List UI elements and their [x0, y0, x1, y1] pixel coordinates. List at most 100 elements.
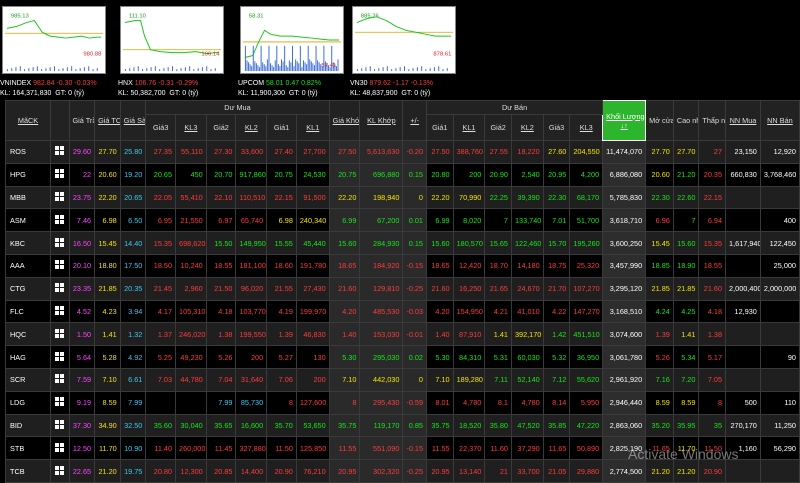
- symbol-cell[interactable]: TCB: [4, 459, 52, 483]
- symbol-cell[interactable]: ASM: [4, 208, 52, 233]
- index-high-label: 58.31: [249, 14, 264, 20]
- symbol-cell[interactable]: STB: [4, 436, 52, 461]
- col-khoi-luong[interactable]: Khối Lượng ↓↑: [602, 100, 647, 141]
- col-buy-kl2[interactable]: KL2: [235, 114, 268, 141]
- symbol-cell[interactable]: FLC: [4, 299, 52, 324]
- index-chart[interactable]: 58.31 57.41: [240, 6, 344, 74]
- table-row[interactable]: LDG 9.19 8.59 7.99 7.99 85,730 8 127,600 8 295,43…: [4, 390, 800, 415]
- col-kl-khop[interactable]: KL Khớp: [359, 100, 404, 141]
- cell-b1: 22.15: [266, 185, 297, 210]
- symbol-cell[interactable]: CTG: [4, 276, 52, 301]
- cell-kl: 198,940: [359, 185, 404, 210]
- index-chart[interactable]: 885.26 878.61: [352, 6, 456, 74]
- cell-b1: 20.75: [266, 162, 297, 187]
- cell-s2: 11.60: [484, 436, 512, 461]
- grid-icon[interactable]: [50, 208, 70, 233]
- col-tc[interactable]: Giá TC: [94, 100, 121, 141]
- symbol-cell[interactable]: LDG: [4, 390, 52, 415]
- grid-icon[interactable]: [50, 413, 70, 438]
- grid-icon[interactable]: [50, 276, 70, 301]
- symbol-cell[interactable]: KBC: [4, 231, 52, 255]
- grid-icon[interactable]: [50, 459, 70, 483]
- grid-icon[interactable]: [50, 345, 70, 369]
- grid-icon[interactable]: [50, 253, 70, 278]
- cell-nnm: 12,930: [725, 299, 761, 324]
- symbol-cell[interactable]: HAG: [4, 345, 52, 369]
- symbol-cell[interactable]: HPG: [4, 162, 52, 187]
- col-mo-cua[interactable]: Mở cửa: [645, 100, 674, 141]
- grid-icon[interactable]: [50, 231, 70, 255]
- grid-icon[interactable]: [50, 390, 70, 415]
- grid-icon[interactable]: [50, 436, 70, 461]
- table-row[interactable]: STB 12.50 11.70 10.90 11.40 260,000 11.45 327,8…: [4, 436, 800, 461]
- table-row[interactable]: ROS 29.60 27.70 25.80 27.35 55,110 27.30 33,600…: [4, 140, 800, 164]
- index-chart[interactable]: 985.13 980.88: [2, 6, 106, 74]
- col-cao-nhat[interactable]: Cao nhất: [672, 100, 700, 141]
- cell-s2: 1.41: [484, 322, 512, 347]
- col-nn-mua[interactable]: NN Mua: [725, 100, 761, 141]
- cell-bk2: 85,730: [235, 390, 268, 415]
- cell-b3: 18.50: [145, 253, 177, 278]
- col-nn-ban[interactable]: NN Bán: [759, 100, 800, 141]
- grid-icon[interactable]: [50, 162, 70, 187]
- col-sell-kl3[interactable]: KL3: [569, 114, 604, 141]
- symbol-cell[interactable]: AAA: [4, 253, 52, 278]
- col-thap-nhat[interactable]: Thấp nhất: [698, 100, 727, 141]
- table-row[interactable]: FLC 4.52 4.23 3.94 4.17 105,310 4.18 103,770 4.1…: [4, 299, 800, 324]
- table-row[interactable]: CTG 23.35 21.85 20.35 21.45 2,960 21.50 96,020 2…: [4, 276, 800, 301]
- col-gia-khop[interactable]: Giá Khớp: [328, 100, 361, 141]
- col-pm[interactable]: +/-: [402, 100, 427, 141]
- cell-san: 10.90: [119, 436, 147, 461]
- grid-icon[interactable]: [50, 322, 70, 347]
- table-row[interactable]: HPG 22 20.60 19.20 20.65 450 20.70 917,860 20.75…: [4, 162, 800, 187]
- cell-high: 15.60: [672, 231, 700, 255]
- table-row[interactable]: HAG 5.64 5.28 4.92 5.25 49,230 5.26 200 5.27 130 5…: [4, 345, 800, 369]
- grid-icon[interactable]: [50, 185, 70, 210]
- cell-sk2: 33,700: [510, 459, 544, 483]
- cell-s3: 7.12: [542, 367, 571, 392]
- cell-b3: 1.37: [145, 322, 177, 347]
- index-chart[interactable]: 111.10 106.14: [120, 6, 224, 74]
- cell-sk3: 107,270: [569, 276, 604, 301]
- table-row[interactable]: HQC 1.50 1.41 1.32 1.37 246,020 1.38 199,550 1.3…: [4, 322, 800, 347]
- col-sell-kl2[interactable]: KL2: [510, 114, 544, 141]
- cell-san: 32.50: [119, 413, 147, 438]
- cell-open: 6.96: [645, 208, 674, 233]
- grid-icon[interactable]: [50, 367, 70, 392]
- symbol-cell[interactable]: SCR: [4, 367, 52, 392]
- cell-tc: 21.20: [94, 459, 121, 483]
- table-row[interactable]: MBB 23.75 22.20 20.65 22.05 55,410 22.10 110,51…: [4, 185, 800, 210]
- symbol-cell[interactable]: MBB: [4, 185, 52, 210]
- col-sell-kl1[interactable]: KL1: [452, 114, 486, 141]
- col-buy-gia3: Giá3: [145, 114, 177, 141]
- table-row[interactable]: TCB 22.65 21.20 19.75 20.80 12,300 20.85 14,400…: [4, 459, 800, 483]
- cell-bk3: 2,960: [175, 276, 207, 301]
- cell-s1: 11.55: [425, 436, 454, 461]
- cell-b3: 22.05: [145, 185, 177, 210]
- col-buy-kl1[interactable]: KL1: [295, 114, 330, 141]
- table-row[interactable]: SCR 7.59 7.10 6.61 7.03 44,780 7.04 31,640 7.06 2…: [4, 367, 800, 392]
- index-name: HNX: [118, 80, 133, 87]
- cell-bk1: 240,340: [295, 208, 330, 233]
- cell-pm: 0.15: [402, 231, 427, 255]
- symbol-cell[interactable]: ROS: [4, 140, 52, 164]
- col-buy-kl3[interactable]: KL3: [175, 114, 207, 141]
- symbol-cell[interactable]: HQC: [4, 322, 52, 347]
- col-tran[interactable]: Giá Trần: [68, 100, 96, 141]
- grid-icon[interactable]: [50, 299, 70, 324]
- table-row[interactable]: ASM 7.46 6.98 6.50 6.95 21,550 6.97 65,740 6.98 2…: [4, 208, 800, 233]
- cell-low: 15.35: [698, 231, 727, 255]
- cell-s2: 18.70: [484, 253, 512, 278]
- cell-sk2: 47,520: [510, 413, 544, 438]
- symbol-cell[interactable]: BID: [4, 413, 52, 438]
- table-row[interactable]: AAA 20.10 18.80 17.50 18.50 10,240 18.55 181,10…: [4, 253, 800, 278]
- col-mack[interactable]: MãCK: [4, 100, 52, 141]
- index-name: VN30: [350, 80, 368, 87]
- col-grid: [50, 100, 70, 141]
- table-row[interactable]: BID 37.30 34.90 32.50 35.60 30,040 35.65 16,600…: [4, 413, 800, 438]
- cell-kl: 551,090: [359, 436, 404, 461]
- table-row[interactable]: KBC 16.50 15.45 14.40 15.35 698,620 15.50 149,9…: [4, 231, 800, 255]
- cell-sk3: 50,890: [569, 436, 604, 461]
- grid-icon[interactable]: [50, 140, 70, 164]
- col-san[interactable]: Giá Sàn: [119, 100, 147, 141]
